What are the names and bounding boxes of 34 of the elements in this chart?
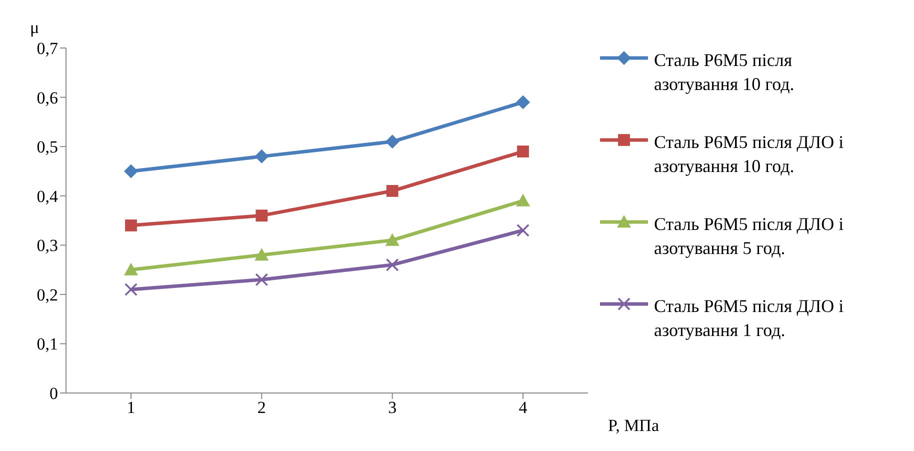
point [254, 149, 269, 164]
point [254, 248, 269, 261]
y-tick-label: 0,3 [36, 236, 58, 256]
point [385, 134, 400, 149]
y-tick-label: 0,7 [36, 39, 58, 58]
legend-label: Сталь Р6М5 після ДЛО і азотування 5 год. [654, 213, 845, 260]
x-tick-label: 1 [126, 398, 136, 418]
x-tick-label: 2 [257, 398, 266, 418]
point [385, 233, 400, 246]
y-tick-label: 0,2 [36, 285, 58, 304]
point [124, 283, 138, 296]
point [386, 184, 398, 197]
x-tick-label: 4 [518, 398, 528, 418]
y-axis-title: μ [30, 18, 40, 38]
legend-label: Сталь Р6М5 після ДЛО і азотування 10 год. [654, 131, 845, 178]
point [516, 224, 530, 237]
point [386, 258, 399, 272]
x-axis-title: P, МПа [608, 416, 660, 436]
y-tick-label: 0,4 [36, 186, 58, 206]
point [517, 146, 529, 158]
point [255, 273, 268, 286]
point [124, 262, 138, 276]
point [516, 95, 530, 110]
y-tick-label: 0,6 [36, 88, 58, 108]
y-tick-label: 0,1 [36, 334, 58, 354]
point [516, 194, 530, 206]
legend-label: Сталь Р6М5 після азотування 10 год. [654, 49, 796, 96]
point [124, 164, 138, 178]
point [256, 210, 268, 222]
y-tick-label: 0,5 [36, 138, 58, 157]
y-tick-label: 0 [50, 384, 58, 404]
x-tick-label: 3 [388, 398, 397, 418]
point [125, 219, 137, 232]
legend-label: Сталь Р6М5 після ДЛО і азотування 1 год. [654, 295, 845, 342]
